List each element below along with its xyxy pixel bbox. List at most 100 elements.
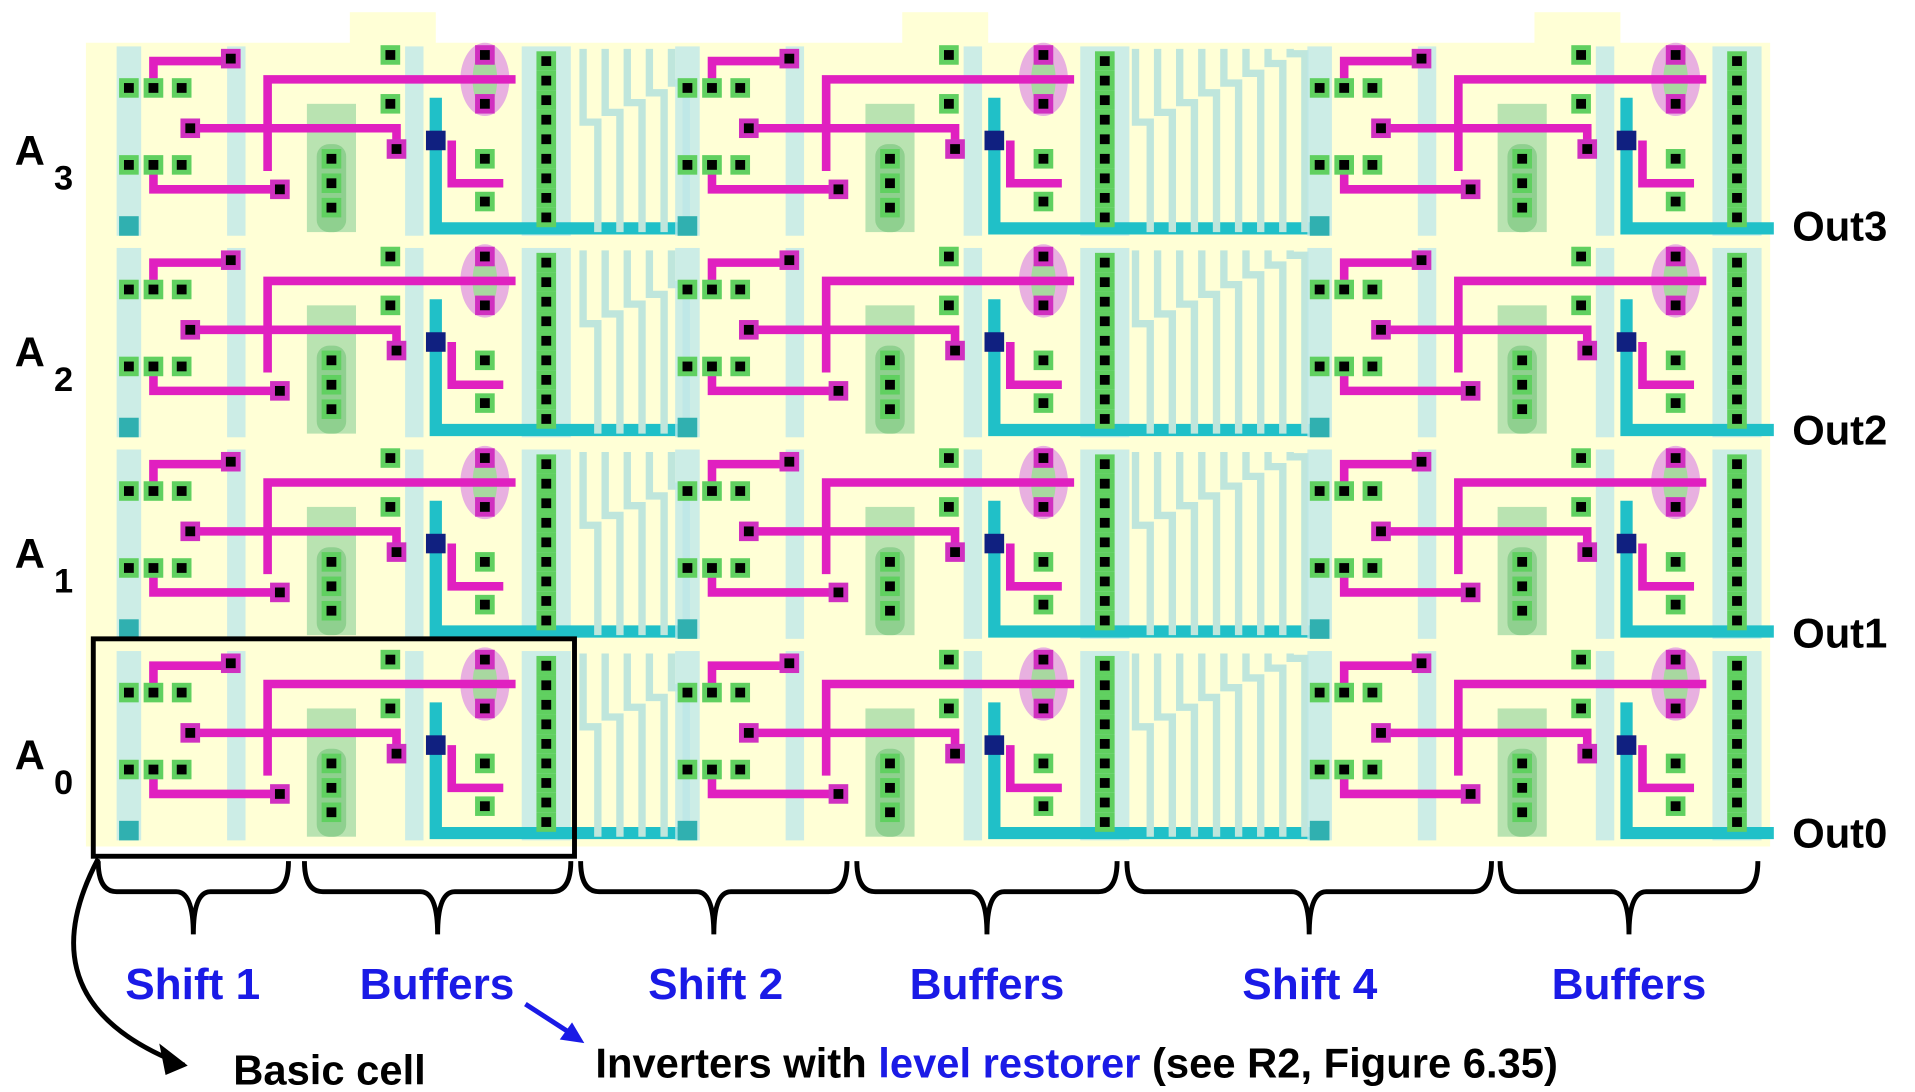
contact <box>275 789 285 799</box>
contact <box>1732 518 1742 528</box>
contact <box>124 83 134 93</box>
contact <box>149 765 159 775</box>
contact <box>541 759 551 769</box>
contact <box>1100 134 1110 144</box>
contact <box>541 739 551 749</box>
contact <box>480 557 490 567</box>
contact <box>1039 502 1049 512</box>
cell-layout <box>86 12 1774 934</box>
diffusion <box>964 248 982 437</box>
contact <box>1100 355 1110 365</box>
contact <box>149 486 159 496</box>
contact <box>177 563 187 573</box>
contact <box>1517 380 1527 390</box>
contact <box>1671 50 1681 60</box>
contact <box>124 362 134 372</box>
contact <box>177 486 187 496</box>
contact <box>1732 759 1742 769</box>
contact <box>1368 285 1378 295</box>
contact <box>177 160 187 170</box>
contact <box>1100 700 1110 710</box>
contact <box>1732 193 1742 203</box>
contact <box>327 178 337 188</box>
contact <box>1368 160 1378 170</box>
contact <box>834 386 844 396</box>
brace <box>304 861 570 934</box>
contact <box>885 404 895 414</box>
contact <box>735 765 745 775</box>
well-tap <box>1310 619 1330 639</box>
via <box>985 534 1005 554</box>
contact <box>1100 778 1110 788</box>
contact <box>885 581 895 591</box>
contact <box>1039 759 1049 769</box>
contact <box>1368 688 1378 698</box>
contact <box>1732 56 1742 66</box>
contact <box>707 285 717 295</box>
contact <box>541 355 551 365</box>
contact <box>1732 375 1742 385</box>
contact <box>1100 739 1110 749</box>
contact <box>385 300 395 310</box>
contact <box>1517 807 1527 817</box>
contact <box>1100 459 1110 469</box>
contact <box>1315 486 1325 496</box>
contact <box>1732 739 1742 749</box>
contact <box>124 486 134 496</box>
contact <box>1732 680 1742 690</box>
contact <box>707 563 717 573</box>
contact <box>1100 95 1110 105</box>
contact <box>1671 453 1681 463</box>
contact <box>541 115 551 125</box>
contact <box>480 50 490 60</box>
contact <box>327 557 337 567</box>
contact <box>1315 765 1325 775</box>
diffusion <box>1307 450 1332 639</box>
contact <box>1582 547 1592 557</box>
contact <box>950 346 960 356</box>
contact <box>1671 704 1681 714</box>
contact <box>385 453 395 463</box>
contact <box>683 285 693 295</box>
contact <box>1039 600 1049 610</box>
contact <box>392 144 402 154</box>
contact <box>1671 355 1681 365</box>
well-tap <box>678 418 698 438</box>
contact <box>1417 255 1427 265</box>
contact <box>480 99 490 109</box>
contact <box>885 759 895 769</box>
brace <box>581 861 847 934</box>
contact <box>541 154 551 164</box>
contact <box>885 178 895 188</box>
contact <box>744 325 754 335</box>
contact <box>1671 300 1681 310</box>
contact <box>541 700 551 710</box>
contact <box>185 325 195 335</box>
contact <box>1732 798 1742 808</box>
contact <box>124 688 134 698</box>
contact <box>1732 115 1742 125</box>
contact <box>541 479 551 489</box>
contact <box>1100 213 1110 223</box>
contact <box>327 154 337 164</box>
contact <box>707 160 717 170</box>
diffusion <box>1307 248 1332 437</box>
contact <box>392 547 402 557</box>
diffusion <box>1307 46 1332 235</box>
diffusion <box>117 46 142 235</box>
contact <box>735 83 745 93</box>
contact <box>683 83 693 93</box>
contact <box>1100 173 1110 183</box>
contact <box>1671 502 1681 512</box>
contact <box>1376 526 1386 536</box>
contact <box>124 160 134 170</box>
contact <box>1315 285 1325 295</box>
contact <box>185 526 195 536</box>
contact <box>944 453 954 463</box>
input-label: A <box>15 127 45 174</box>
contact <box>1732 134 1742 144</box>
well-tap <box>678 619 698 639</box>
contact <box>1732 616 1742 626</box>
contact <box>541 719 551 729</box>
contact <box>1517 783 1527 793</box>
